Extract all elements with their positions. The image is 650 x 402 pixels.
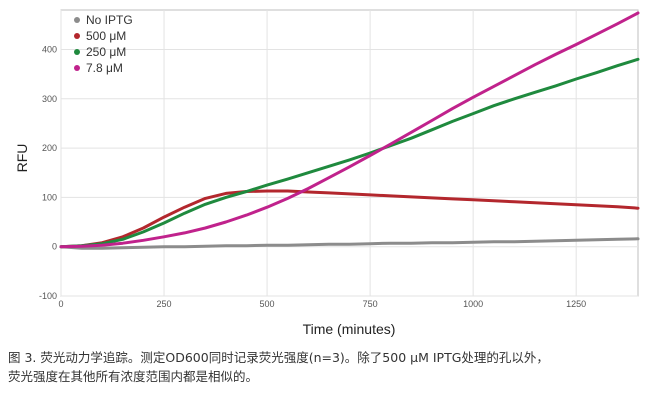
x-tick-label: 250 xyxy=(157,299,172,309)
caption-line-1: 图 3. 荧光动力学追踪。测定OD600同时记录荧光强度(n=3)。除了500 … xyxy=(8,350,549,365)
series-lines xyxy=(59,11,640,250)
series-line-1 xyxy=(59,189,640,249)
x-tick-label: 1250 xyxy=(566,299,586,309)
series-line-0 xyxy=(59,237,640,250)
plot-area xyxy=(60,9,639,297)
series-line-2 xyxy=(59,57,640,249)
caption-line-2: 荧光强度在其他所有浓度范围内都是相似的。 xyxy=(8,369,259,384)
x-tick-label: 750 xyxy=(363,299,378,309)
x-tick-label: 0 xyxy=(58,299,63,309)
x-tick-label: 1000 xyxy=(463,299,483,309)
x-axis-label: Time (minutes) xyxy=(303,321,396,337)
y-tick-label: -100 xyxy=(39,291,57,301)
series-line-3 xyxy=(59,11,640,249)
y-axis-label: RFU xyxy=(14,144,30,173)
legend-marker xyxy=(74,65,80,71)
figure-caption: 图 3. 荧光动力学追踪。测定OD600同时记录荧光强度(n=3)。除了500 … xyxy=(8,348,644,386)
legend-label: No IPTG xyxy=(86,13,133,27)
legend-marker xyxy=(74,49,80,55)
x-tick-label: 500 xyxy=(260,299,275,309)
y-tick-label: 100 xyxy=(42,192,57,202)
legend: No IPTG 500 μM 250 μM 7.8 μM xyxy=(74,13,133,75)
y-tick-label: 400 xyxy=(42,44,57,54)
legend-label: 250 μM xyxy=(86,45,126,59)
y-tick-label: 300 xyxy=(42,94,57,104)
legend-marker xyxy=(74,17,80,23)
legend-label: 7.8 μM xyxy=(86,61,123,75)
legend-label: 500 μM xyxy=(86,29,126,43)
y-tick-label: 0 xyxy=(52,242,57,252)
legend-marker xyxy=(74,33,80,39)
y-tick-label: 200 xyxy=(42,143,57,153)
